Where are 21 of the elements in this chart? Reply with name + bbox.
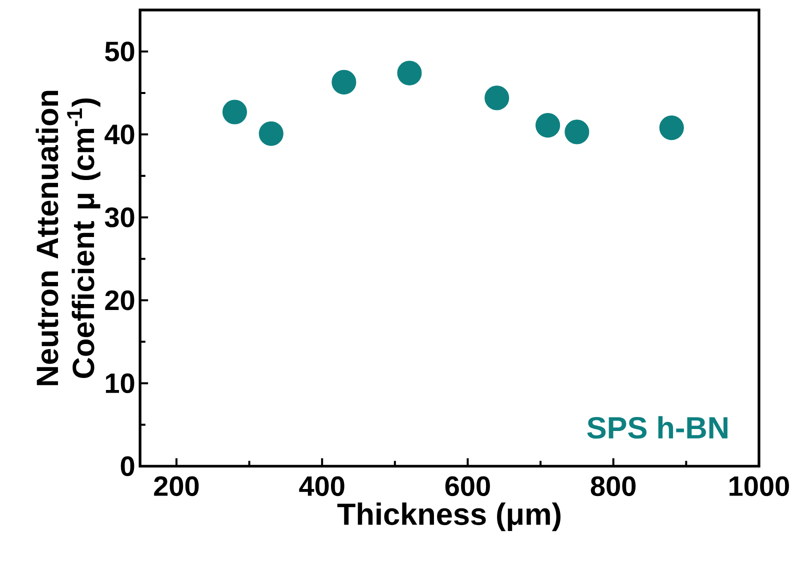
- point: [332, 70, 356, 94]
- point: [258, 121, 284, 146]
- x-tick-label: 600: [445, 476, 490, 496]
- point: [397, 60, 422, 86]
- x-tick-label: 400: [299, 476, 344, 496]
- y-tick-label: 0: [120, 456, 134, 476]
- y-tick-label: 20: [105, 290, 134, 310]
- y-tick-label: 50: [105, 41, 134, 62]
- point: [536, 112, 560, 138]
- point: [484, 86, 510, 110]
- x-tick-label: 800: [590, 476, 636, 496]
- text: SPS h-BN: [587, 416, 728, 439]
- y-tick-label: 10: [106, 373, 134, 394]
- x-axis-title: Thickness (μm): [337, 502, 560, 532]
- point: [564, 120, 590, 144]
- point: [659, 115, 684, 140]
- x-tick-label: 200: [154, 476, 199, 496]
- point: [222, 100, 247, 124]
- y-tick-label: 40: [104, 124, 134, 144]
- y-tick-label: 30: [104, 207, 134, 228]
- x-tick-label: 1000: [730, 476, 789, 496]
